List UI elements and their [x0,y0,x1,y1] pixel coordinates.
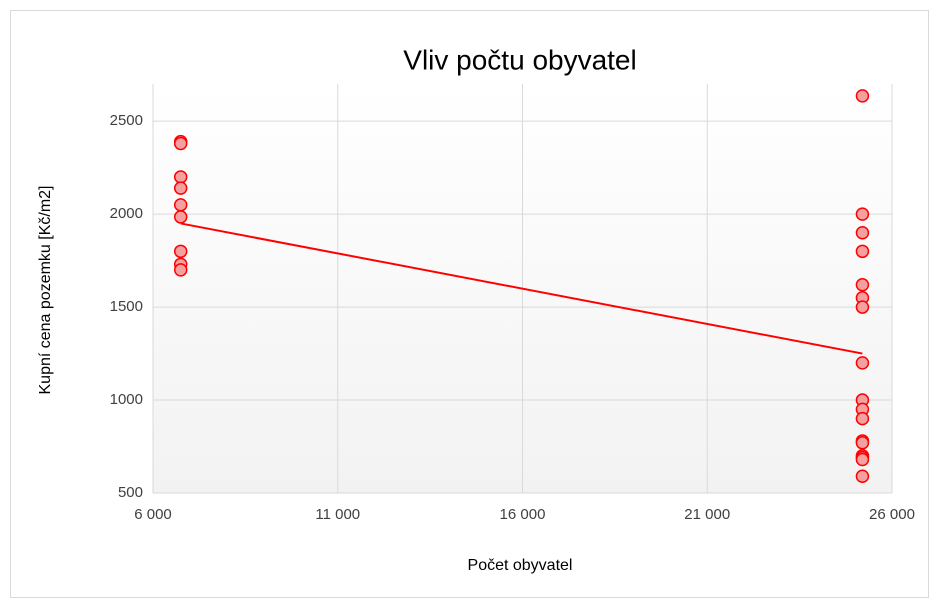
y-tick-label: 1000 [110,391,143,408]
x-tick-label: 16 000 [500,506,546,523]
y-tick-label: 1500 [110,298,143,315]
point [855,469,870,484]
point [173,198,188,212]
point [855,300,870,314]
x-axis-title: Počet obyvatel [468,557,573,574]
point [173,181,188,195]
x-tick-label: 26 000 [869,506,915,523]
point [173,136,188,151]
point [855,278,870,292]
point [173,244,188,259]
x-tick-label: 6 000 [134,506,172,523]
point [173,263,188,277]
x-tick-label: 11 000 [315,506,360,523]
point [173,170,188,184]
point [855,452,870,467]
point [173,210,188,224]
point [855,436,870,450]
point [855,244,870,259]
x-tick-label: 21 000 [684,506,730,523]
y-axis-title: Kupní cena pozemku [Kč/m2] [37,186,54,395]
point [855,207,870,221]
point [855,225,870,240]
trendline [180,222,863,355]
point [855,89,870,103]
point [855,356,870,370]
y-tick-label: 2000 [110,205,143,222]
y-tick-label: 2500 [110,112,143,129]
chart-title: Vliv počtu obyvatel [403,44,636,75]
point [855,411,870,426]
y-tick-label: 500 [118,484,143,501]
